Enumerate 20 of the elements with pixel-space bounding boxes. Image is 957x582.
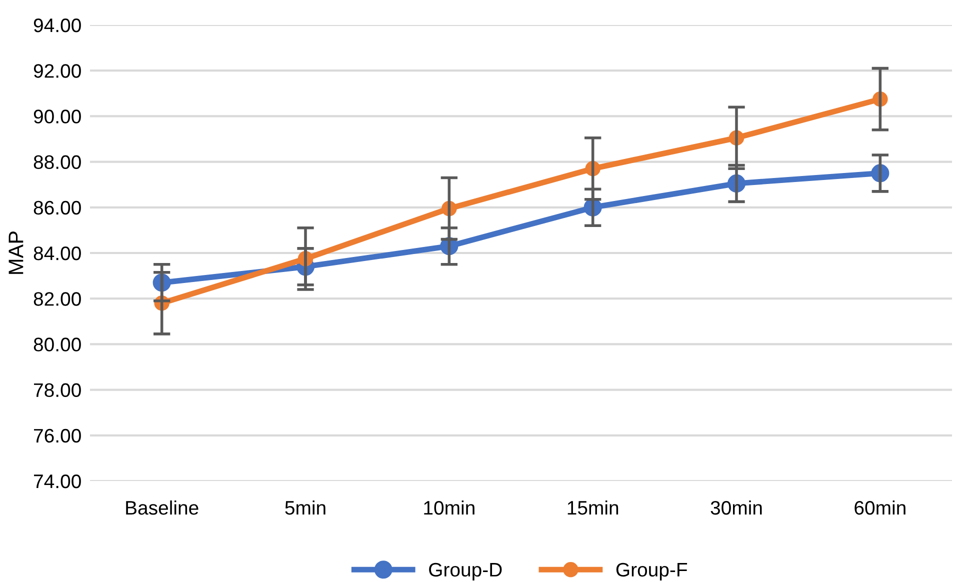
y-tick-label: 80.00: [34, 338, 81, 352]
y-tick-label: 88.00: [34, 155, 81, 170]
y-tick-label: 86.00: [34, 200, 81, 215]
y-tick-label: 90.00: [34, 110, 81, 124]
x-tick-label: 10min: [424, 500, 474, 515]
y-tick-label: 74.00: [34, 474, 81, 488]
y-tick-label: 82.00: [34, 292, 81, 306]
y-tick-label: 76.00: [34, 428, 81, 443]
x-tick-label: Baseline: [126, 500, 198, 515]
y-tick-label: 84.00: [34, 246, 81, 260]
x-tick-label: 15min: [568, 500, 618, 515]
legend-label: Group-F: [616, 562, 688, 580]
y-tick-label: 78.00: [34, 383, 81, 398]
y-tick-label: 94.00: [34, 18, 81, 32]
x-tick-label: 5min: [285, 500, 326, 515]
y-tick-label: 92.00: [34, 64, 81, 78]
x-tick-label: 60min: [854, 500, 906, 515]
x-tick-label: 30min: [710, 500, 762, 515]
y-axis-title: MAP: [8, 232, 24, 274]
legend-label: Group-D: [429, 562, 502, 580]
